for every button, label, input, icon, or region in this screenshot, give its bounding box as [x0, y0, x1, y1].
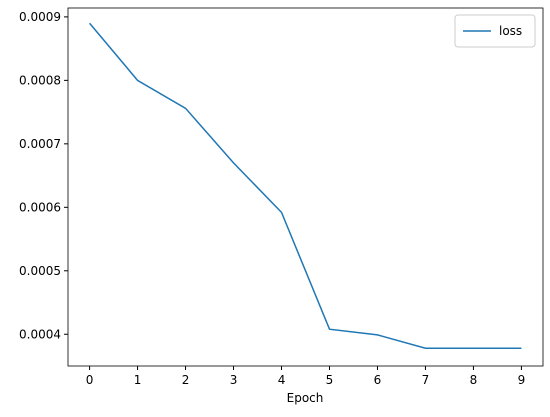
x-tick-label: 3 — [230, 373, 238, 387]
x-tick-label: 4 — [278, 373, 286, 387]
legend-box — [454, 14, 536, 48]
y-tick-label: 0.0005 — [19, 264, 61, 278]
data-line — [89, 22, 522, 349]
y-tick-label: 0.0007 — [19, 137, 61, 151]
x-tick-label: 8 — [470, 373, 478, 387]
plot-frame — [67, 7, 544, 367]
legend-label: loss — [499, 24, 522, 38]
x-tick-label: 5 — [326, 373, 334, 387]
y-tick-label: 0.0008 — [19, 73, 61, 87]
y-tick-label: 0.0009 — [19, 10, 61, 24]
x-tick-label: 9 — [518, 373, 526, 387]
x-axis-label: Epoch — [287, 391, 324, 405]
y-tick-label: 0.0006 — [19, 200, 61, 214]
x-tick-label: 0 — [86, 373, 94, 387]
x-tick-label: 6 — [374, 373, 382, 387]
y-tick-label: 0.0004 — [19, 327, 61, 341]
x-tick-label: 1 — [134, 373, 142, 387]
x-tick-label: 2 — [182, 373, 190, 387]
x-tick-label: 7 — [422, 373, 430, 387]
